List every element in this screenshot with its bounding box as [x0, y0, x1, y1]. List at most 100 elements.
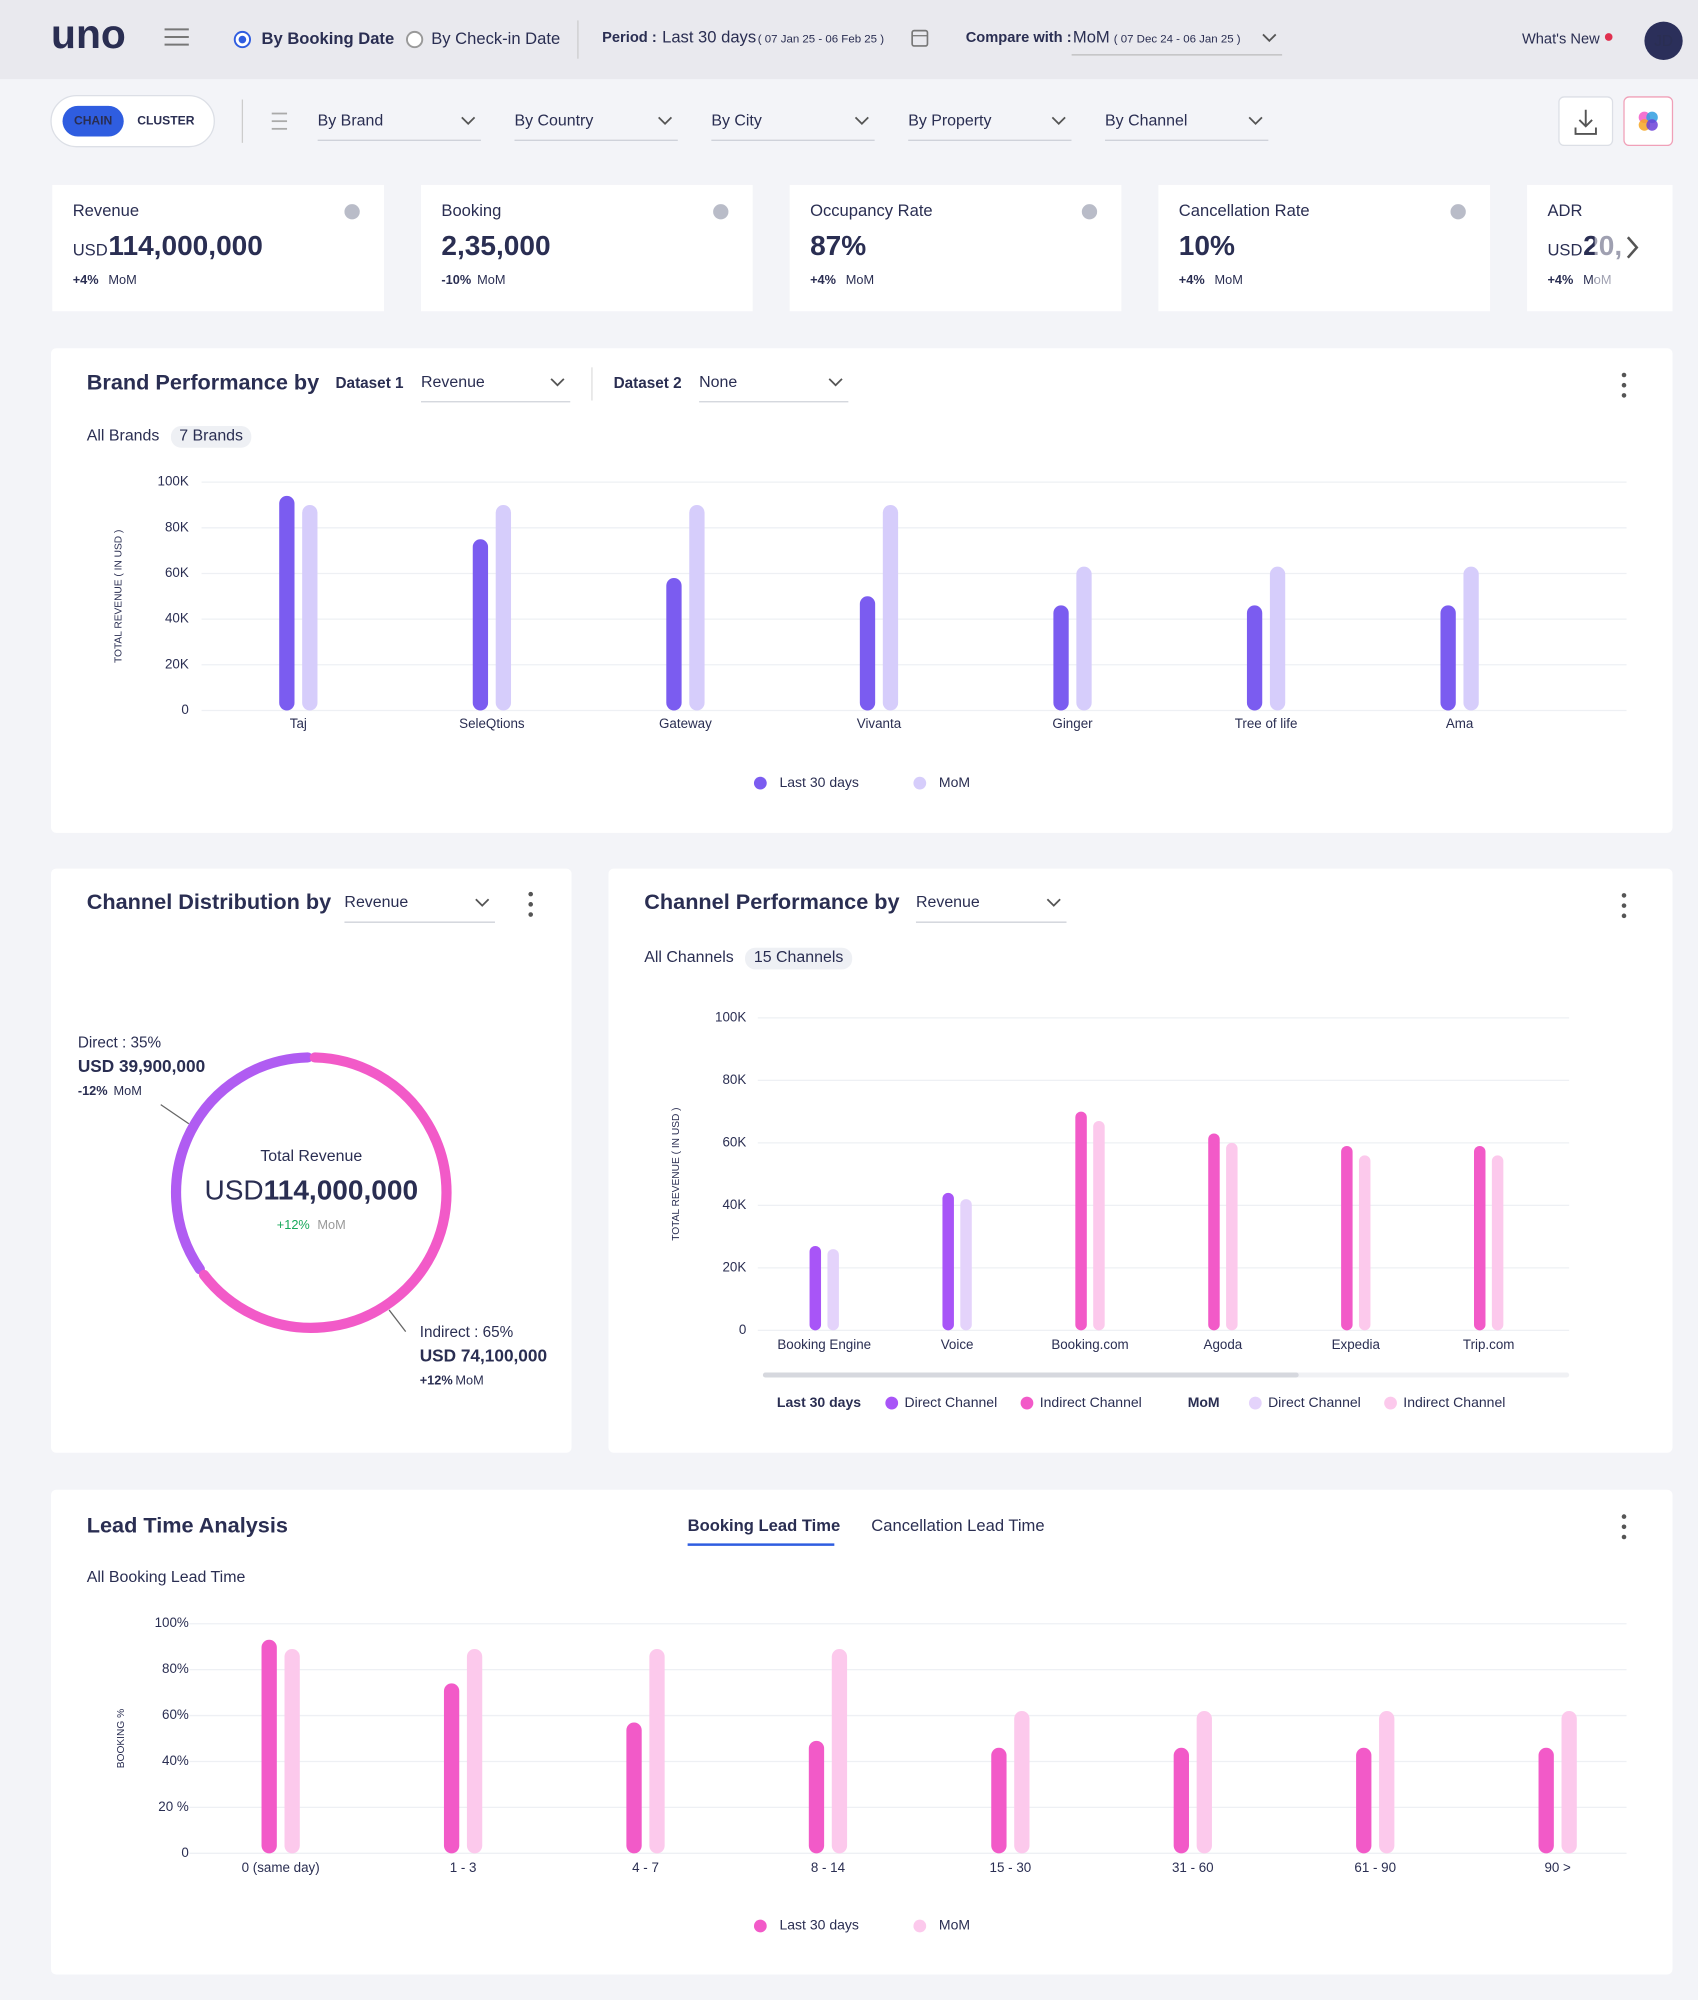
card-title: Channel Distribution by [87, 889, 331, 914]
level-active [62, 105, 124, 137]
y-axis-label: TOTAL REVENUE ( IN USD ) [671, 1107, 682, 1240]
filter-dropdown[interactable]: By Brand [318, 112, 384, 129]
kpi-compare: MoM [477, 272, 505, 287]
bar [1356, 1747, 1372, 1854]
x-tick-label: Taj [290, 716, 307, 731]
y-tick-label: 40K [165, 611, 189, 626]
center-value: USD114,000,000 [204, 1175, 418, 1206]
channel-card [608, 868, 1673, 1453]
y-tick-label: 40K [722, 1197, 746, 1212]
x-tick-label: Ama [1446, 716, 1474, 731]
x-tick-label: Booking.com [1051, 1337, 1128, 1352]
dataset-dropdown[interactable]: None [699, 374, 737, 391]
segment-label: Direct : 35% [78, 1034, 162, 1051]
center-amount: 114,000,000 [264, 1175, 418, 1206]
card-title: Channel Performance by [644, 889, 899, 914]
x-tick-label: 61 - 90 [1354, 1860, 1396, 1875]
bar [1196, 1710, 1212, 1854]
bar [1463, 566, 1479, 711]
kpi-change: +4% [1547, 272, 1573, 287]
kpi-change: +4% [73, 272, 99, 287]
kpi-unit: USD [73, 241, 108, 260]
tab[interactable]: Cancellation Lead Time [871, 1516, 1044, 1535]
scroll-right[interactable] [1626, 236, 1639, 259]
date-mode[interactable]: By Booking Date [262, 29, 395, 48]
kpi-value: 114,000,000 [108, 230, 262, 261]
avatar[interactable] [1644, 21, 1683, 60]
chevron [1051, 116, 1066, 125]
chevron [1262, 33, 1277, 43]
badge-text: 15 Channels [754, 949, 844, 966]
legend-label: Indirect Channel [1403, 1394, 1505, 1410]
legend-swatch [913, 776, 927, 790]
date-mode[interactable]: By Check-in Date [431, 29, 560, 48]
compare: MoM [317, 1217, 345, 1232]
y-tick-label: 60% [162, 1707, 189, 1722]
kpi-value: 10% [1179, 230, 1235, 261]
donut-segment [198, 1052, 452, 1333]
bar [666, 578, 682, 711]
tab[interactable]: Booking Lead Time [688, 1516, 841, 1535]
filter-dropdown[interactable]: By Channel [1105, 112, 1187, 129]
bar [1093, 1120, 1105, 1331]
assistant-icon [1646, 119, 1658, 131]
chevron [658, 116, 673, 125]
period[interactable]: Last 30 days [662, 28, 756, 47]
kpi-unit: USD [1547, 241, 1582, 260]
card-title: Lead Time Analysis [87, 1513, 288, 1538]
dataset-label: Dataset 1 [336, 375, 405, 392]
radio[interactable] [406, 30, 424, 49]
legend-swatch [1020, 1396, 1034, 1410]
bar [466, 1648, 483, 1854]
bar [1269, 566, 1286, 711]
leader-line [388, 1309, 407, 1333]
scope: All Brands [87, 427, 160, 444]
compare-range: ( 07 Dec 24 - 06 Jan 25 ) [1114, 34, 1241, 46]
y-tick-label: 0 [181, 1845, 188, 1860]
level[interactable]: CHAIN [74, 113, 112, 127]
dataset-dropdown[interactable]: Revenue [421, 374, 485, 391]
dataset-label: Dataset 2 [614, 375, 682, 392]
legend-label: Last 30 days [779, 774, 858, 790]
scroll-thumb[interactable] [762, 1372, 1299, 1378]
y-tick-label: 80K [722, 1072, 746, 1087]
segment-change: -12% [78, 1083, 108, 1098]
menu-dot [528, 891, 534, 897]
kpi-compare: MoM [1214, 272, 1242, 287]
kpi-fade [1594, 184, 1673, 312]
kpi-card [52, 184, 384, 312]
menu-dot [1621, 1524, 1627, 1530]
segment-compare: MoM [455, 1373, 483, 1388]
top-bar [0, 0, 1698, 80]
filter-dropdown[interactable]: By Country [515, 112, 594, 129]
bar [1173, 1747, 1189, 1854]
kpi-label: Occupancy Rate [810, 201, 933, 220]
kpi-change: +4% [1179, 272, 1205, 287]
y-tick-label: 20K [165, 656, 189, 671]
metric-dropdown[interactable]: Revenue [344, 894, 408, 911]
center-change: +12% MoM [277, 1217, 346, 1232]
x-tick-label: Ginger [1052, 716, 1093, 731]
kpi-change: +4% [810, 272, 836, 287]
logo: uno [51, 11, 126, 57]
segment-change: +12% [420, 1373, 453, 1388]
filter-dropdown[interactable]: By Property [908, 112, 991, 129]
download-icon [1574, 109, 1597, 135]
menu-dot [1621, 372, 1627, 378]
metric-dropdown[interactable]: Revenue [916, 894, 980, 911]
filter-dropdown[interactable]: By City [711, 112, 762, 129]
x-tick-label: Trip.com [1463, 1337, 1515, 1352]
x-tick-label: Voice [941, 1337, 974, 1352]
bar [1561, 1710, 1577, 1854]
period-label: Period : [602, 30, 657, 46]
compare[interactable]: MoM [1073, 28, 1110, 47]
x-tick-label: 8 - 14 [811, 1860, 846, 1875]
x-tick-label: SeleQtions [459, 716, 525, 731]
whats-new[interactable]: What's New [1522, 31, 1600, 47]
notification-dot [1604, 33, 1613, 41]
leader-line [160, 1104, 190, 1125]
segment-compare: MoM [114, 1083, 142, 1098]
level[interactable]: CLUSTER [137, 113, 194, 127]
chevron [461, 116, 476, 125]
